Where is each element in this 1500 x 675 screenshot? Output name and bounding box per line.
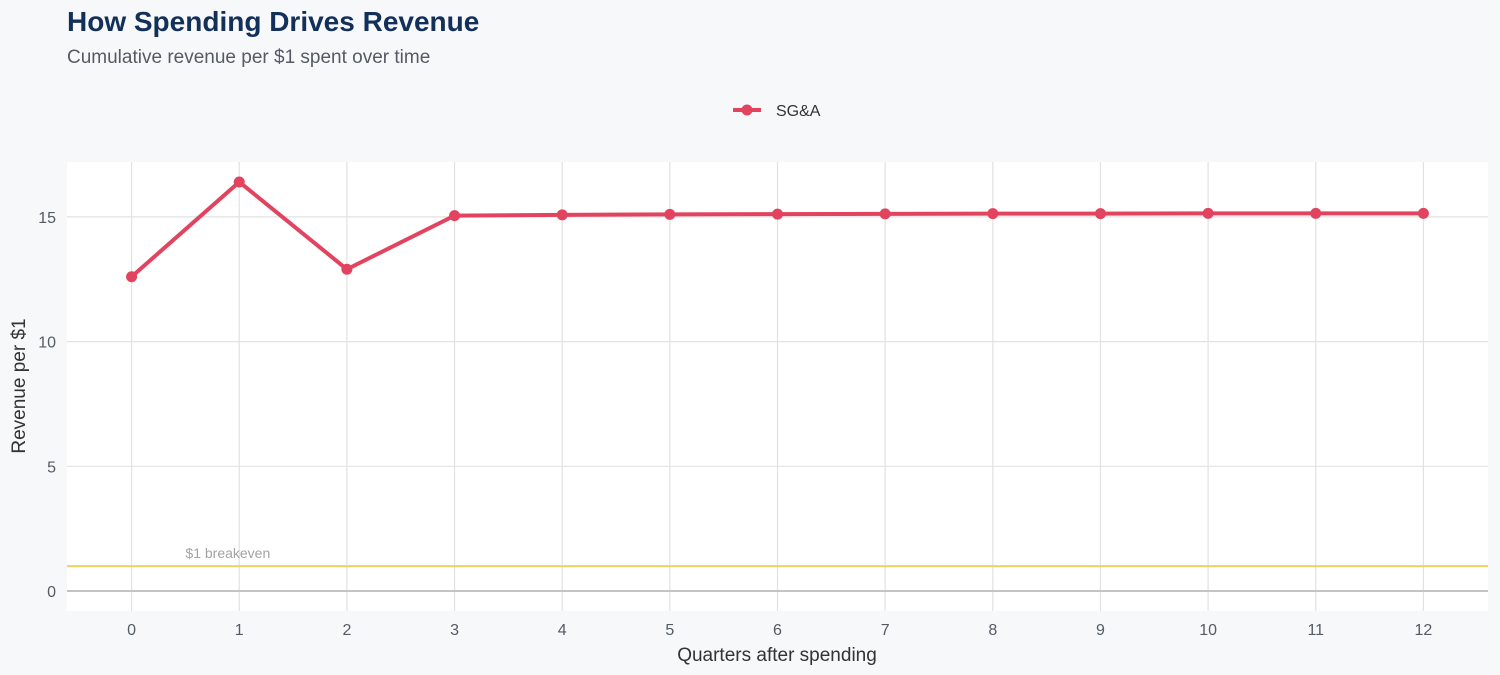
x-axis-title: Quarters after spending (677, 645, 877, 666)
x-tick-label: 9 (1096, 622, 1105, 639)
data-point-q2 (341, 263, 353, 275)
x-tick-label: 4 (558, 622, 567, 639)
data-point-q0 (126, 271, 138, 283)
x-tick-label: 12 (1415, 622, 1433, 639)
chart-title: How Spending Drives Revenue (67, 6, 480, 37)
legend-label-sga: SG&A (776, 103, 821, 120)
x-tick-label: 5 (665, 622, 674, 639)
x-tick-label: 2 (342, 622, 351, 639)
x-tick-label: 10 (1199, 622, 1217, 639)
chart-subtitle: Cumulative revenue per $1 spent over tim… (67, 47, 431, 68)
data-point-q4 (556, 209, 568, 221)
x-tick-label: 3 (450, 622, 459, 639)
y-tick-label: 15 (38, 210, 56, 227)
y-tick-label: 0 (47, 584, 56, 601)
data-point-q7 (879, 208, 891, 220)
x-tick-labels: 0 1 2 3 4 5 6 7 8 9 10 11 12 (127, 622, 1432, 639)
series-layer (126, 176, 1429, 283)
x-tick-label: 11 (1307, 622, 1324, 639)
data-point-q12 (1417, 207, 1429, 219)
x-tick-label: 6 (773, 622, 782, 639)
y-axis-title: Revenue per $1 (9, 318, 30, 453)
data-point-q10 (1202, 207, 1214, 219)
x-gridlines (130, 162, 1425, 611)
legend-marker-sga (741, 104, 753, 116)
breakeven-label: $1 breakeven (185, 545, 270, 561)
y-tick-label: 5 (47, 459, 56, 476)
data-point-q11 (1310, 207, 1322, 219)
x-tick-label: 7 (881, 622, 890, 639)
x-tick-label: 8 (988, 622, 997, 639)
data-point-q9 (1094, 208, 1106, 220)
data-point-q5 (664, 208, 676, 220)
data-point-q8 (987, 208, 999, 220)
data-point-q3 (449, 210, 461, 222)
x-tick-label: 0 (127, 622, 136, 639)
legend: SG&A (733, 103, 821, 120)
x-tick-label: 1 (235, 622, 244, 639)
y-tick-label: 10 (38, 335, 56, 352)
data-point-q1 (233, 176, 245, 188)
y-tick-labels: 0 5 10 15 (38, 210, 56, 601)
data-point-q6 (772, 208, 783, 220)
